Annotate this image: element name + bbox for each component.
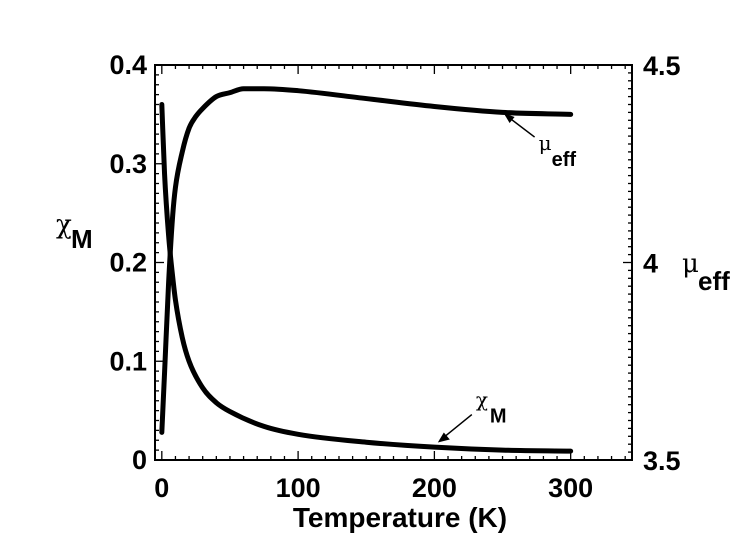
x-tick-label: 0 (154, 473, 169, 503)
mu-eff-arrowhead (503, 113, 515, 124)
y-right-axis-symbol: μ (682, 249, 699, 279)
y-left-tick-label: 0.4 (109, 50, 147, 80)
y-left-axis-symbol: χ (56, 210, 72, 240)
chi-m-curve (159, 102, 574, 454)
x-axis-title: Temperature (K) (293, 502, 507, 533)
x-tick-label: 100 (276, 473, 321, 503)
chi-m-annotation-subscript: M (490, 406, 507, 428)
mu-eff-annotation-subscript: eff (552, 149, 577, 171)
x-tick-label: 300 (548, 473, 593, 503)
y-right-axis-subscript: eff (698, 266, 730, 296)
y-left-axis-subscript: M (71, 224, 93, 254)
mu-eff-curve (159, 86, 574, 435)
chi-m-annotation-symbol: χ (476, 388, 488, 412)
y-right-tick-label: 3.5 (643, 446, 681, 476)
y-left-tick-label: 0.3 (109, 149, 147, 179)
y-left-tick-label: 0.2 (109, 248, 147, 278)
x-tick-label: 200 (412, 473, 457, 503)
chi-m-arrowhead (437, 432, 450, 443)
mu-eff-annotation-symbol: μ (539, 131, 552, 155)
plot-frame (154, 64, 633, 461)
y-left-tick-label: 0.1 (109, 346, 147, 376)
y-right-tick-label: 4.5 (643, 51, 681, 81)
y-left-tick-label: 0 (132, 445, 147, 475)
y-right-tick-label: 4 (643, 249, 658, 279)
